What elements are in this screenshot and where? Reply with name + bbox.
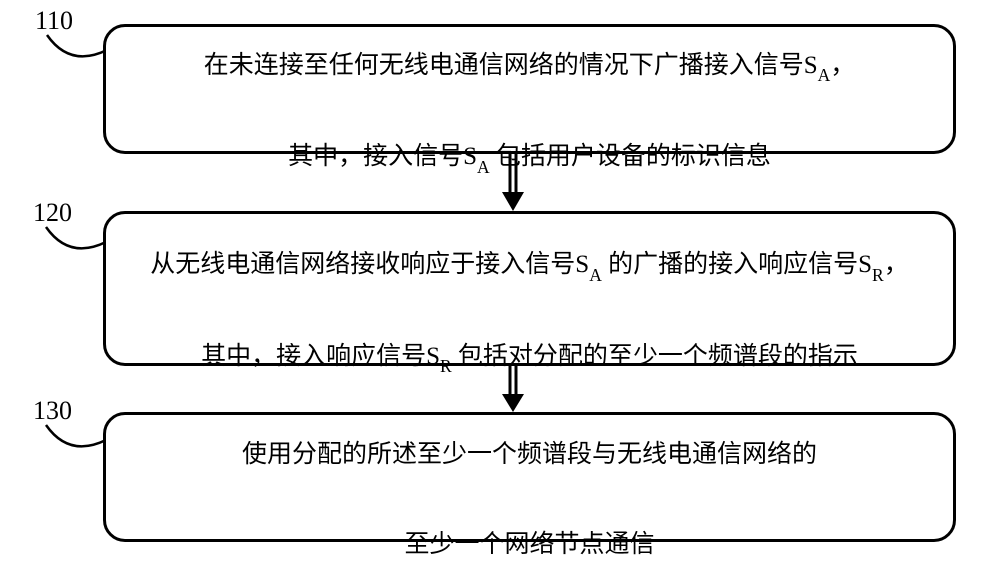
step-120-sub1b: R: [872, 265, 884, 285]
step-120-text: 从无线电通信网络接收响应于接入信号SA 的广播的接入响应信号SR， 其中，接入响…: [150, 197, 908, 380]
step-110-line1: 在未连接至任何无线电通信网络的情况下广播接入信号S: [204, 52, 818, 79]
step-130-label-connector: [41, 420, 111, 460]
step-110-box: 在未连接至任何无线电通信网络的情况下广播接入信号SA， 其中，接入信号SA 包括…: [103, 24, 956, 154]
step-120-line2: 其中，接入响应信号S: [201, 343, 440, 370]
step-120-sub1: A: [589, 265, 602, 285]
step-130-box: 使用分配的所述至少一个频谱段与无线电通信网络的 至少一个网络节点通信: [103, 412, 956, 542]
step-120-tail1: 的广播的接入响应信号S: [602, 251, 872, 278]
step-120-tail1b: ，: [884, 251, 909, 278]
step-110-text: 在未连接至任何无线电通信网络的情况下广播接入信号SA， 其中，接入信号SA 包括…: [204, 0, 856, 181]
flowchart-canvas: 110 在未连接至任何无线电通信网络的情况下广播接入信号SA， 其中，接入信号S…: [0, 0, 1000, 572]
step-130-text: 使用分配的所述至少一个频谱段与无线电通信网络的 至少一个网络节点通信: [242, 387, 817, 567]
step-110-tail1: ，: [830, 52, 855, 79]
step-120-box: 从无线电通信网络接收响应于接入信号SA 的广播的接入响应信号SR， 其中，接入响…: [103, 211, 956, 366]
step-110-line2: 其中，接入信号S: [288, 143, 477, 170]
step-130-line1: 使用分配的所述至少一个频谱段与无线电通信网络的: [242, 441, 817, 468]
step-120-line1: 从无线电通信网络接收响应于接入信号S: [150, 251, 589, 278]
step-120-label-connector: [41, 222, 111, 262]
step-110-label-connector: [42, 30, 112, 70]
step-110-tail2: 包括用户设备的标识信息: [490, 143, 771, 170]
step-130-line2: 至少一个网络节点通信: [404, 531, 654, 558]
step-110-sub2: A: [477, 157, 490, 177]
step-120-sub2: R: [440, 356, 452, 376]
step-110-sub1: A: [818, 65, 831, 85]
